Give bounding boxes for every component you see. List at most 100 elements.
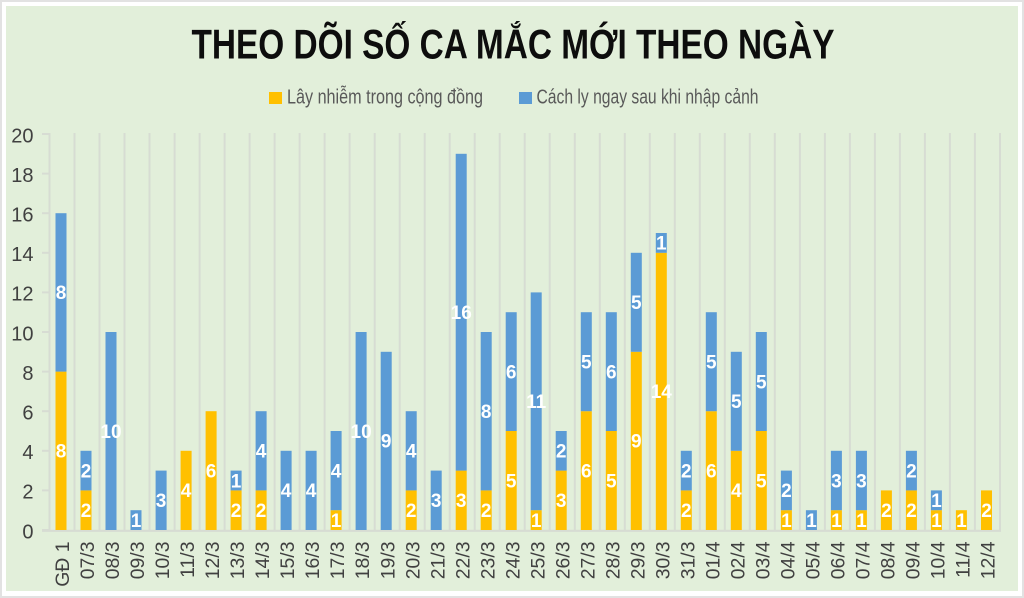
svg-text:2: 2: [906, 461, 917, 482]
svg-text:4: 4: [181, 481, 192, 502]
svg-text:1: 1: [331, 511, 342, 532]
svg-text:24/3: 24/3: [502, 542, 524, 580]
svg-text:8: 8: [22, 363, 33, 385]
svg-text:12: 12: [11, 284, 33, 306]
svg-text:8: 8: [56, 283, 67, 304]
svg-text:22/3: 22/3: [452, 542, 474, 580]
svg-text:09/3: 09/3: [127, 542, 149, 580]
svg-text:8: 8: [481, 402, 492, 423]
svg-text:1: 1: [781, 511, 792, 532]
svg-text:2: 2: [881, 501, 892, 522]
svg-text:5: 5: [606, 471, 617, 492]
svg-text:16: 16: [11, 205, 33, 227]
svg-text:07/3: 07/3: [77, 542, 99, 580]
svg-text:5: 5: [581, 353, 592, 374]
svg-text:1: 1: [856, 511, 867, 532]
svg-text:08/4: 08/4: [878, 541, 900, 579]
svg-text:1: 1: [806, 511, 817, 532]
svg-text:3: 3: [456, 491, 467, 512]
svg-text:6: 6: [506, 362, 517, 383]
svg-text:9: 9: [631, 432, 642, 453]
svg-text:2: 2: [906, 501, 917, 522]
svg-text:03/4: 03/4: [752, 541, 774, 579]
svg-text:2: 2: [556, 442, 567, 463]
svg-text:10/3: 10/3: [152, 542, 174, 580]
svg-text:26/3: 26/3: [552, 542, 574, 580]
svg-text:5: 5: [631, 293, 642, 314]
svg-text:4: 4: [256, 442, 267, 463]
svg-text:THEO DÕI SỐ CA MẮC MỚI THEO NG: THEO DÕI SỐ CA MẮC MỚI THEO NGÀY: [192, 20, 835, 68]
svg-text:6: 6: [706, 461, 717, 482]
svg-text:29/3: 29/3: [627, 542, 649, 580]
svg-text:1: 1: [131, 511, 142, 532]
svg-text:16: 16: [451, 303, 472, 324]
svg-text:11: 11: [526, 392, 547, 413]
svg-text:2: 2: [231, 501, 242, 522]
svg-text:19/3: 19/3: [377, 542, 399, 580]
svg-text:30/3: 30/3: [652, 542, 674, 580]
svg-text:10/4: 10/4: [928, 541, 950, 579]
svg-text:10: 10: [11, 323, 33, 345]
svg-text:02/4: 02/4: [727, 541, 749, 579]
svg-text:2: 2: [481, 501, 492, 522]
svg-text:4: 4: [731, 481, 742, 502]
svg-text:2: 2: [81, 501, 92, 522]
svg-text:14: 14: [11, 244, 33, 266]
svg-text:4: 4: [22, 442, 33, 464]
svg-text:14: 14: [651, 382, 673, 403]
svg-text:3: 3: [156, 491, 167, 512]
svg-text:8: 8: [56, 442, 67, 463]
svg-text:06/4: 06/4: [828, 541, 850, 579]
svg-text:3: 3: [856, 471, 867, 492]
svg-text:1: 1: [831, 511, 842, 532]
svg-text:12/4: 12/4: [978, 541, 1000, 579]
svg-text:4: 4: [331, 461, 342, 482]
svg-text:2: 2: [981, 501, 992, 522]
svg-text:2: 2: [681, 501, 692, 522]
svg-text:17/3: 17/3: [327, 542, 349, 580]
svg-text:1: 1: [231, 471, 242, 492]
svg-text:2: 2: [256, 501, 267, 522]
svg-text:1: 1: [931, 511, 942, 532]
svg-text:10: 10: [100, 422, 121, 443]
svg-text:2: 2: [22, 482, 33, 504]
svg-text:20/3: 20/3: [402, 542, 424, 580]
svg-text:31/3: 31/3: [677, 542, 699, 580]
svg-text:1: 1: [931, 491, 942, 512]
svg-text:4: 4: [406, 442, 417, 463]
svg-text:2: 2: [81, 461, 92, 482]
svg-text:20: 20: [11, 125, 33, 147]
svg-text:5: 5: [731, 392, 742, 413]
svg-text:15/3: 15/3: [277, 542, 299, 580]
svg-text:2: 2: [681, 461, 692, 482]
svg-text:13/3: 13/3: [227, 542, 249, 580]
svg-text:21/3: 21/3: [427, 542, 449, 580]
svg-text:11/3: 11/3: [177, 542, 199, 578]
svg-text:3: 3: [831, 471, 842, 492]
svg-text:6: 6: [206, 461, 217, 482]
svg-text:11/4: 11/4: [953, 541, 975, 578]
svg-text:4: 4: [281, 481, 292, 502]
svg-text:23/3: 23/3: [477, 542, 499, 580]
svg-text:1: 1: [531, 511, 542, 532]
svg-text:Cách ly ngay sau khi nhập cảnh: Cách ly ngay sau khi nhập cảnh: [537, 87, 759, 109]
svg-text:5: 5: [706, 353, 717, 374]
svg-text:2: 2: [781, 481, 792, 502]
svg-text:5: 5: [756, 372, 767, 393]
svg-text:10: 10: [351, 422, 372, 443]
svg-text:9: 9: [381, 432, 392, 453]
svg-text:25/3: 25/3: [527, 542, 549, 580]
svg-text:05/4: 05/4: [803, 541, 825, 579]
svg-text:09/4: 09/4: [903, 541, 925, 579]
svg-text:6: 6: [581, 461, 592, 482]
svg-text:07/4: 07/4: [853, 541, 875, 579]
svg-text:5: 5: [506, 471, 517, 492]
svg-text:18: 18: [11, 165, 33, 187]
svg-text:16/3: 16/3: [302, 542, 324, 580]
svg-text:5: 5: [756, 471, 767, 492]
svg-text:0: 0: [22, 521, 33, 543]
svg-text:2: 2: [406, 501, 417, 522]
svg-text:08/3: 08/3: [102, 542, 124, 580]
svg-text:1: 1: [956, 511, 967, 532]
svg-text:18/3: 18/3: [352, 542, 374, 580]
